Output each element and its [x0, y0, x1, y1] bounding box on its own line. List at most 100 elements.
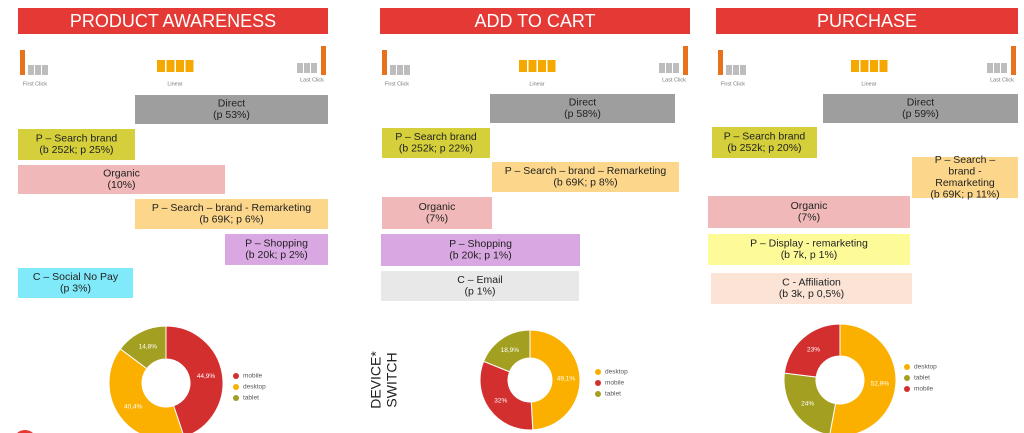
channel-bar [18, 129, 135, 160]
channel-label: P – Shopping [245, 238, 308, 250]
channel-bar [492, 162, 679, 192]
segment-label: 14,8% [139, 344, 158, 351]
panel: ADD TO CART First Click Linear Last Click Di… [380, 8, 690, 301]
model-icon [1011, 46, 1016, 75]
channel-label: (b 3k, p 0,5%) [779, 288, 844, 300]
channel-label: (p 53%) [213, 109, 250, 121]
donut-segment [108, 348, 184, 433]
panel-header [380, 8, 690, 34]
model-icon [547, 60, 556, 72]
segment-label: 24% [801, 400, 814, 407]
model-icon [404, 65, 410, 75]
channel-bar [135, 199, 328, 229]
channel-label: P – Display - remarketing [750, 238, 868, 250]
channel-label: (b 252k; p 20%) [727, 142, 801, 154]
model-label: Linear [167, 81, 182, 87]
model-label: Linear [529, 81, 544, 87]
channel-label: P – Shopping [449, 238, 512, 250]
legend-label: mobile [605, 380, 625, 387]
model-icon [390, 65, 396, 75]
channel-label: (p 1%) [465, 286, 496, 298]
model-icon [673, 63, 679, 73]
panel-title: PURCHASE [817, 11, 917, 31]
legend-swatch [904, 375, 910, 381]
channel-bar [381, 271, 579, 301]
legend-swatch [904, 364, 910, 370]
model-icon [718, 50, 723, 75]
channel-bar [382, 197, 492, 229]
donut-segment [165, 325, 224, 433]
channel-label: (p 58%) [564, 108, 601, 120]
channel-label: (b 20k; p 1%) [449, 250, 511, 262]
donut-segment [482, 329, 531, 373]
channel-bar [708, 234, 910, 265]
model-icon [994, 63, 1000, 73]
panel-title: ADD TO CART [474, 11, 595, 31]
channel-label: P – Search – [935, 154, 996, 166]
model-icon [519, 60, 527, 72]
model-label: Last Click [662, 77, 686, 83]
panel-header [716, 8, 1018, 34]
panel: PRODUCT AWARENESS First Click Linear Last C… [18, 8, 328, 298]
donut-segment [529, 329, 581, 431]
donut-segment [119, 325, 167, 370]
channel-bar [18, 165, 225, 194]
channel-label: C – Social No Pay [33, 271, 119, 283]
segment-label: 18,9% [501, 347, 520, 354]
legend-label: desktop [243, 384, 266, 391]
donut-chart: 49,1% 32% 18,9% desktop mobile tablet [479, 329, 628, 431]
legend-label: tablet [914, 375, 930, 382]
channel-label: (10%) [107, 179, 135, 191]
panel-title: PRODUCT AWARENESS [70, 11, 276, 31]
segment-label: 44,9% [197, 373, 216, 380]
channel-bar [708, 196, 910, 228]
model-icon [538, 60, 546, 72]
model-icon [42, 65, 48, 75]
legend-swatch [595, 369, 601, 375]
model-icon [987, 63, 993, 73]
channel-label: C - Affiliation [782, 277, 841, 289]
channel-label: Direct [218, 98, 246, 110]
channel-label: Remarketing [935, 177, 995, 189]
legend-label: desktop [914, 364, 937, 371]
channel-label: P – Search – brand – Remarketing [505, 165, 667, 177]
channel-label: brand - [948, 166, 982, 178]
channel-label: P – Search brand [36, 133, 118, 145]
legend-swatch [904, 386, 910, 392]
device-label: DEVICE* SWITCH [368, 351, 400, 409]
channel-bar [712, 127, 817, 158]
corner-dot [17, 430, 33, 433]
model-icon [397, 65, 403, 75]
channel-label: (b 7k, p 1%) [781, 249, 838, 261]
model-icon [860, 60, 869, 72]
model-icon [185, 60, 194, 72]
channel-label: Organic [103, 168, 140, 180]
model-icon [1001, 63, 1007, 73]
segment-label: 40,4% [124, 403, 143, 410]
donut-chart: 52,9% 24% 23% desktop tablet mobile [783, 323, 937, 433]
channel-label: P – Search brand [724, 131, 806, 143]
model-icon [176, 60, 184, 72]
model-label: Linear [861, 81, 876, 87]
model-icon [683, 46, 688, 75]
channel-label: (7%) [426, 213, 448, 225]
model-icon [528, 60, 537, 72]
legend-swatch [595, 391, 601, 397]
channel-label: (7%) [798, 212, 820, 224]
donut-segment [783, 372, 837, 433]
legend-swatch [595, 380, 601, 386]
segment-label: 52,9% [871, 380, 890, 387]
channel-bar [381, 234, 580, 266]
model-icon [304, 63, 310, 73]
legend-swatch [233, 373, 239, 379]
channel-label: Direct [907, 97, 935, 109]
model-icon [879, 60, 888, 72]
channel-bar [490, 94, 675, 123]
model-icon [20, 50, 25, 75]
channel-bar [382, 128, 490, 158]
channel-bar [912, 157, 1018, 198]
channel-label: Organic [419, 201, 456, 213]
model-icon [297, 63, 303, 73]
model-icon [666, 63, 672, 73]
